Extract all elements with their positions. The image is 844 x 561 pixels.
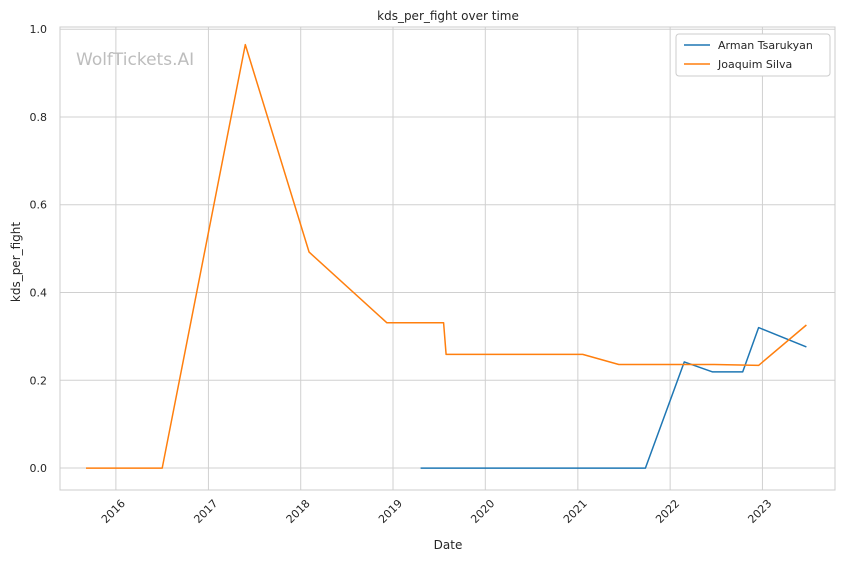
x-axis-label: Date [434,538,463,552]
y-tick-labels: 0.0 0.2 0.4 0.6 0.8 1.0 [30,23,48,475]
grid-lines [60,27,835,490]
y-tick-label: 0.2 [30,374,48,387]
y-tick-label: 1.0 [30,23,48,36]
x-tick-label: 2023 [745,497,774,526]
x-tick-labels: 2016 2017 2018 2019 2020 2021 2022 2023 [99,497,775,526]
x-tick-label: 2022 [653,497,682,526]
x-tick-label: 2020 [468,497,497,526]
y-tick-label: 0.6 [30,199,48,212]
y-tick-label: 0.4 [30,287,48,300]
x-tick-label: 2021 [561,497,590,526]
y-tick-label: 0.0 [30,462,48,475]
chart-title: kds_per_fight over time [377,9,519,23]
series-line-arman [420,326,807,469]
series-line-joaquim [86,43,807,469]
legend: Arman Tsarukyan Joaquim Silva [675,33,831,77]
x-tick-label: 2016 [99,497,128,526]
legend-label-arman: Arman Tsarukyan [718,39,813,52]
legend-label-joaquim: Joaquim Silva [717,58,792,71]
y-axis-label: kds_per_fight [9,222,23,303]
y-tick-label: 0.8 [30,111,48,124]
legend-box [675,33,831,77]
x-tick-label: 2018 [284,497,313,526]
x-tick-label: 2019 [376,497,405,526]
plot-frame [59,26,836,491]
x-tick-label: 2017 [191,497,220,526]
series-lines [86,43,807,469]
watermark-text: WolfTickets.AI [76,50,194,70]
